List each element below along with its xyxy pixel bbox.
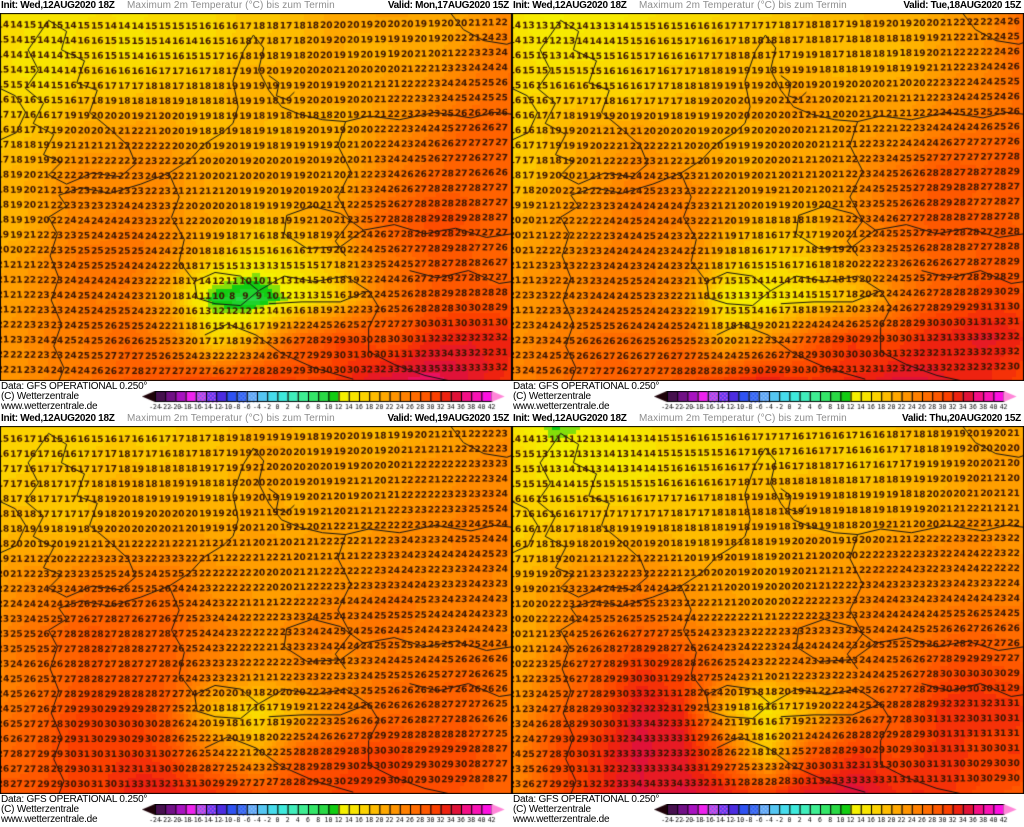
temperature-scale-colorbar <box>142 804 508 824</box>
panel-footer: Data: GFS OPERATIONAL 0.250° (C) Wetterz… <box>0 381 512 413</box>
init-time-label: Init: Wed,12AUG2020 18Z <box>513 0 627 11</box>
copyright-label: (C) Wetterzentrale <box>1 391 79 403</box>
map-title: Maximum 2m Temperatur (°C) bis zum Termi… <box>127 413 335 424</box>
init-time-label: Init: Wed,12AUG2020 18Z <box>513 413 627 424</box>
map-title: Maximum 2m Temperatur (°C) bis zum Termi… <box>639 0 847 11</box>
forecast-panel-1: Init: Wed,12AUG2020 18Z Maximum 2m Tempe… <box>0 0 512 413</box>
temperature-scale-colorbar <box>654 391 1020 411</box>
temperature-map-canvas <box>512 426 1024 794</box>
forecast-panel-4: Init: Wed,12AUG2020 18Z Maximum 2m Tempe… <box>512 413 1024 826</box>
data-source-label: Data: GFS OPERATIONAL 0.250° <box>513 794 660 805</box>
valid-time-label: Valid: Thu,20AUG2020 15Z <box>902 413 1021 424</box>
temperature-scale-colorbar <box>142 391 508 411</box>
credits: Data: GFS OPERATIONAL 0.250° (C) Wetterz… <box>513 794 660 826</box>
copyright-label: (C) Wetterzentrale <box>513 391 591 403</box>
forecast-panel-3: Init: Wed,12AUG2020 18Z Maximum 2m Tempe… <box>0 413 512 826</box>
temperature-map-canvas <box>512 13 1024 381</box>
credits: Data: GFS OPERATIONAL 0.250° (C) Wetterz… <box>1 794 148 826</box>
temperature-map-canvas <box>0 426 512 794</box>
panel-footer: Data: GFS OPERATIONAL 0.250° (C) Wetterz… <box>512 381 1024 413</box>
panel-header: Init: Wed,12AUG2020 18Z Maximum 2m Tempe… <box>0 0 512 13</box>
website-label: www.wetterzentrale.de <box>1 401 98 413</box>
panel-header: Init: Wed,12AUG2020 18Z Maximum 2m Tempe… <box>512 0 1024 13</box>
website-label: www.wetterzentrale.de <box>513 814 610 826</box>
valid-time-label: Valid: Mon,17AUG2020 15Z <box>387 0 509 11</box>
panel-footer: Data: GFS OPERATIONAL 0.250° (C) Wetterz… <box>512 794 1024 826</box>
map-title: Maximum 2m Temperatur (°C) bis zum Termi… <box>639 413 847 424</box>
panel-header: Init: Wed,12AUG2020 18Z Maximum 2m Tempe… <box>512 413 1024 426</box>
init-time-label: Init: Wed,12AUG2020 18Z <box>1 0 115 11</box>
data-source-label: Data: GFS OPERATIONAL 0.250° <box>513 381 660 392</box>
map-title: Maximum 2m Temperatur (°C) bis zum Termi… <box>127 0 335 11</box>
temperature-scale-colorbar <box>654 804 1020 824</box>
data-source-label: Data: GFS OPERATIONAL 0.250° <box>1 794 148 805</box>
valid-time-label: Valid: Tue,18AUG2020 15Z <box>903 0 1021 11</box>
temperature-map-canvas <box>0 13 512 381</box>
credits: Data: GFS OPERATIONAL 0.250° (C) Wetterz… <box>1 381 148 413</box>
valid-time-label: Valid: Wed,19AUG2020 15Z <box>387 413 509 424</box>
copyright-label: (C) Wetterzentrale <box>513 804 591 816</box>
forecast-panel-2: Init: Wed,12AUG2020 18Z Maximum 2m Tempe… <box>512 0 1024 413</box>
init-time-label: Init: Wed,12AUG2020 18Z <box>1 413 115 424</box>
credits: Data: GFS OPERATIONAL 0.250° (C) Wetterz… <box>513 381 660 413</box>
panel-footer: Data: GFS OPERATIONAL 0.250° (C) Wetterz… <box>0 794 512 826</box>
data-source-label: Data: GFS OPERATIONAL 0.250° <box>1 381 148 392</box>
website-label: www.wetterzentrale.de <box>513 401 610 413</box>
panel-header: Init: Wed,12AUG2020 18Z Maximum 2m Tempe… <box>0 413 512 426</box>
copyright-label: (C) Wetterzentrale <box>1 804 79 816</box>
website-label: www.wetterzentrale.de <box>1 814 98 826</box>
